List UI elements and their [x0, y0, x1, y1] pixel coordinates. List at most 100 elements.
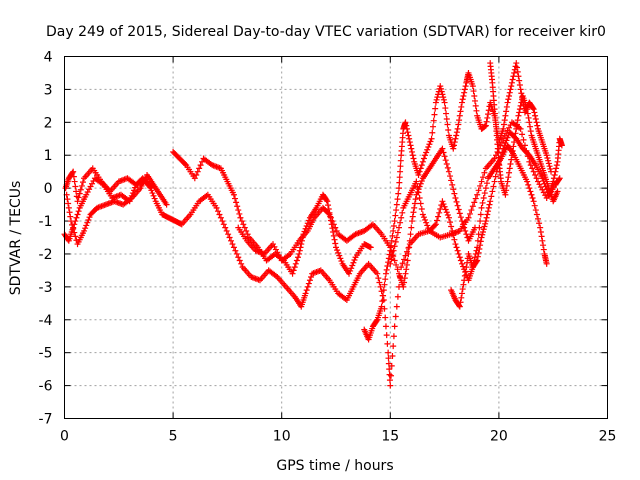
data-point: [417, 180, 424, 187]
data-point: [394, 266, 401, 273]
data-point: [431, 222, 438, 229]
data-point: [458, 260, 465, 267]
data-point: [389, 252, 396, 259]
data-point: [432, 99, 439, 106]
data-point: [489, 188, 496, 195]
data-point: [380, 287, 387, 294]
data-point: [537, 229, 544, 236]
data-point: [65, 200, 72, 207]
data-point: [78, 182, 85, 189]
data-point: [71, 178, 78, 185]
data-point: [390, 222, 397, 229]
data-point: [410, 209, 417, 216]
data-point: [478, 234, 485, 241]
data-point: [399, 209, 406, 216]
data-point: [450, 145, 457, 152]
data-point: [440, 149, 447, 156]
data-point: [526, 185, 533, 192]
data-point: [512, 63, 519, 70]
data-point: [381, 281, 388, 288]
data-point: [476, 246, 483, 253]
data-point: [533, 211, 540, 218]
data-point: [462, 227, 469, 234]
data-point: [402, 270, 409, 277]
data-point: [409, 213, 416, 220]
data-point: [538, 233, 545, 240]
data-point: [228, 237, 235, 244]
data-point: [423, 149, 430, 156]
data-point: [553, 162, 560, 169]
data-point: [419, 158, 426, 165]
data-point: [454, 247, 461, 254]
data-point: [191, 175, 198, 182]
data-point: [500, 125, 507, 132]
data-point: [482, 220, 489, 227]
x-tick-label: 0: [60, 429, 69, 445]
data-point: [488, 193, 495, 200]
data-point: [479, 229, 486, 236]
data-point: [386, 371, 393, 378]
data-point: [390, 253, 397, 260]
data-point: [456, 210, 463, 217]
data-point: [545, 157, 552, 164]
data-point: [459, 286, 466, 293]
data-point: [65, 204, 72, 211]
data-point: [442, 157, 449, 164]
data-point: [453, 198, 460, 205]
data-point: [514, 117, 521, 124]
data-point: [73, 188, 80, 195]
data-point: [397, 168, 404, 175]
data-point: [504, 99, 511, 106]
data-point: [443, 116, 450, 123]
data-point: [443, 161, 450, 168]
data-point: [456, 117, 463, 124]
data-point: [460, 92, 467, 99]
data-point: [417, 165, 424, 172]
data-point: [240, 221, 247, 228]
data-point: [196, 165, 203, 172]
data-point: [392, 313, 399, 320]
data-point: [417, 200, 424, 207]
data-point: [502, 140, 509, 147]
data-point: [393, 201, 400, 208]
data-point: [74, 211, 81, 218]
data-point: [533, 119, 540, 126]
data-point: [479, 199, 486, 206]
data-point: [483, 180, 490, 187]
data-point: [553, 165, 560, 172]
data-point: [414, 184, 421, 191]
data-point: [480, 195, 487, 202]
data-point: [296, 247, 303, 254]
data-point: [402, 119, 409, 126]
data-point: [501, 142, 508, 149]
data-point: [382, 323, 389, 330]
data-point: [534, 215, 541, 222]
data-point: [401, 275, 408, 282]
data-point: [272, 246, 279, 253]
series-track-2: [63, 171, 170, 248]
data-point: [527, 188, 534, 195]
data-point: [450, 186, 457, 193]
data-point: [77, 186, 84, 193]
data-point: [503, 103, 510, 110]
data-point: [476, 224, 483, 231]
data-point: [478, 204, 485, 211]
data-point: [527, 162, 534, 169]
data-point: [393, 303, 400, 310]
data-point: [413, 178, 420, 185]
data-point: [217, 214, 224, 221]
data-point: [485, 111, 492, 118]
data-point: [458, 294, 465, 301]
data-point: [460, 221, 467, 228]
data-point: [457, 108, 464, 115]
data-point: [330, 232, 337, 239]
data-point: [391, 218, 398, 225]
data-point: [193, 171, 200, 178]
data-point: [452, 241, 459, 248]
data-point: [475, 249, 482, 256]
data-point: [482, 122, 489, 129]
data-point: [516, 82, 523, 89]
data-point: [505, 174, 512, 181]
data-point: [70, 225, 77, 232]
data-point: [292, 260, 299, 267]
